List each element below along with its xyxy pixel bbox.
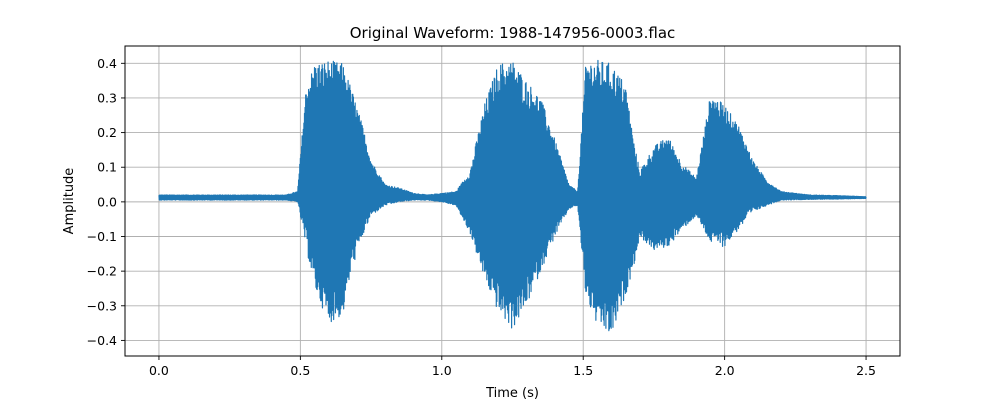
x-tick-label: 1.5	[573, 363, 593, 378]
plot-frame	[124, 45, 901, 357]
y-tick-label: −0.3	[87, 298, 117, 313]
y-tick-label: −0.2	[87, 264, 117, 279]
chart-title: Original Waveform: 1988-147956-0003.flac	[350, 24, 676, 42]
plot-layer	[158, 59, 867, 332]
y-tick-label: −0.4	[87, 333, 117, 348]
x-tick-label: 2.5	[856, 363, 876, 378]
y-tick-label: 0.0	[97, 194, 117, 209]
y-tick-label: 0.4	[97, 56, 117, 71]
x-tick-label: 1.0	[432, 363, 452, 378]
x-tick-label: 0.5	[290, 363, 310, 378]
waveform-line	[158, 59, 867, 332]
x-axis-label: Time (s)	[485, 386, 539, 400]
x-tick-label: 2.0	[715, 363, 735, 378]
y-tick-label: 0.2	[97, 125, 117, 140]
x-tick-label: 0.0	[149, 363, 169, 378]
y-tick-label: 0.1	[97, 160, 117, 175]
y-tick-label: −0.1	[87, 229, 117, 244]
ticks-layer: 0.0 0.5 1.0 1.5 2.0 2.5 −0.4 −0.3 −0.2 −0.1 0.0 0.1…	[87, 56, 876, 378]
y-axis-label: Amplitude	[62, 168, 77, 235]
y-tick-label: 0.3	[97, 90, 117, 105]
